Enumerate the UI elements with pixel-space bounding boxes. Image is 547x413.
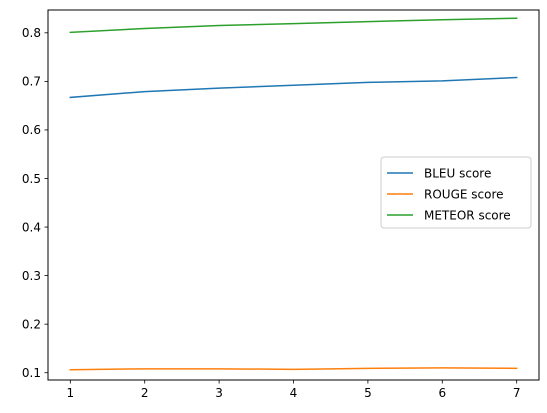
y-tick-label: 0.6 (22, 123, 41, 137)
series-layer (69, 17, 518, 371)
y-tick-label: 0.7 (22, 75, 41, 89)
legend-label-0: BLEU score (424, 166, 491, 180)
y-tick-label: 0.5 (22, 172, 41, 186)
y-tick-label: 0.2 (22, 317, 41, 331)
x-tick-label: 6 (438, 386, 446, 400)
y-tick-label: 0.8 (22, 26, 41, 40)
series-line-2 (69, 17, 518, 34)
y-axis: 0.1 0.2 0.3 0.4 0.5 0.6 0.7 0.8 (22, 26, 48, 380)
x-tick-label: 4 (290, 386, 298, 400)
legend-box (380, 156, 532, 229)
legend-label-1: ROUGE score (424, 187, 504, 201)
y-tick-label: 0.3 (22, 269, 41, 283)
y-tick-label: 0.1 (22, 366, 41, 380)
x-tick-label: 2 (141, 386, 149, 400)
legend-items: BLEU score ROUGE score METEOR score (387, 166, 511, 222)
x-tick-label: 5 (364, 386, 372, 400)
x-tick-label: 7 (513, 386, 521, 400)
series-line-0 (69, 76, 518, 99)
x-axis: 1 2 3 4 5 6 7 (66, 380, 521, 400)
legend: BLEU score ROUGE score METEOR score (380, 156, 532, 229)
y-tick-label: 0.4 (22, 220, 41, 234)
series-line-1 (69, 367, 518, 371)
legend-label-2: METEOR score (424, 208, 511, 222)
x-tick-label: 3 (215, 386, 223, 400)
x-tick-label: 1 (66, 386, 74, 400)
